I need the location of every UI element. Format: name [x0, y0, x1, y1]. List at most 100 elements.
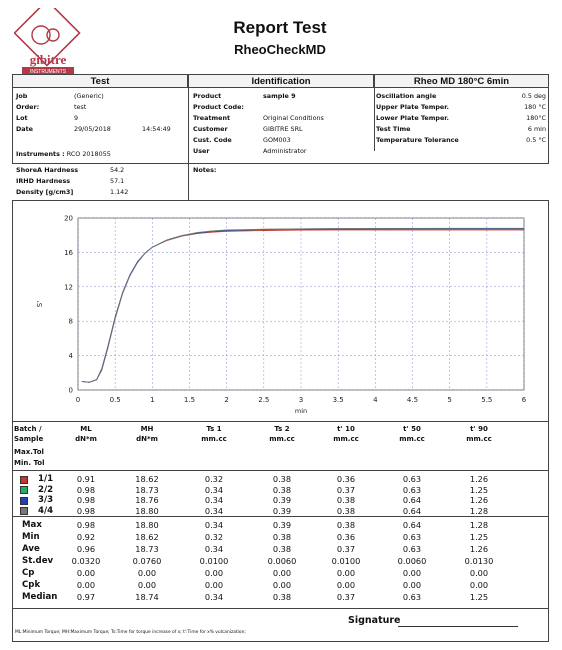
- report-title: Report Test: [233, 18, 327, 37]
- field-instruments: Instruments : RCO 2018055: [16, 150, 111, 158]
- batch-label: 2/2: [38, 484, 54, 495]
- table-cell: 0.00: [402, 568, 422, 578]
- column-header: t' 50 mm.cc: [399, 425, 425, 443]
- x-tick-label: 3: [299, 396, 303, 404]
- table-cell: 0.36: [336, 474, 356, 484]
- series-swatch: [20, 507, 28, 515]
- table-cell: 18.62: [135, 532, 159, 542]
- stat-label: Cpk: [22, 580, 41, 590]
- maxtol-label: Max.Tol: [14, 448, 44, 456]
- table-cell: 0.00: [336, 568, 356, 578]
- table-cell: 0.0060: [397, 556, 427, 566]
- table-cell: 1.28: [469, 520, 489, 530]
- table-cell: 0.38: [336, 495, 356, 505]
- table-cell: 0.38: [336, 520, 356, 530]
- table-cell: 1.26: [469, 474, 489, 484]
- gibitre-logo: gibitre INSTRUMENTS: [14, 8, 81, 75]
- column-header: Ts 1 mm.cc: [201, 425, 227, 443]
- column-header: ML dN*m: [75, 425, 97, 443]
- table-cell: 0.64: [402, 495, 422, 505]
- table-cell: 0.0100: [199, 556, 229, 566]
- table-cell: 0.98: [76, 484, 96, 495]
- table-cell: 0.98: [76, 520, 96, 530]
- stat-label: Min: [22, 532, 40, 542]
- table-cell: 0.0760: [132, 556, 162, 566]
- x-tick-label: 5: [447, 396, 451, 404]
- x-tick-label: 2: [224, 396, 228, 404]
- table-cell: 0.0100: [331, 556, 361, 566]
- report-subtitle: RheoCheckMD: [234, 42, 326, 57]
- notes-label: Notes:: [193, 166, 217, 174]
- y-axis-label: S': [36, 301, 44, 307]
- y-tick-label: 20: [64, 215, 73, 223]
- table-cell: 0.63: [402, 474, 422, 484]
- signature-line: [398, 626, 518, 627]
- table-cell: 0.34: [204, 544, 224, 554]
- table-cell: 0.34: [204, 505, 224, 516]
- table-cell: 0.63: [402, 544, 422, 554]
- x-tick-label: 4: [373, 396, 378, 404]
- rheometer-chart: 0 0.5 1 1.5 2 2.5 3 3.5 4 4.5 5 5.5 6 0 4 8 12 16 20 min S': [36, 215, 527, 416]
- table-cell: 0.38: [272, 544, 292, 554]
- table-cell: 0.38: [272, 592, 292, 602]
- test-fields: Job (Generic) Order: test Lot 9 Date 29/05/2…: [16, 91, 171, 135]
- x-tick-label: 2.5: [258, 396, 269, 404]
- table-cell: 0.63: [402, 592, 422, 602]
- table-cell: 0.98: [76, 505, 96, 516]
- table-cell: 1.26: [469, 544, 489, 554]
- section-test-header: Test: [12, 74, 188, 88]
- table-cell: 0.00: [469, 568, 489, 578]
- batch-header: Batch / Sample: [14, 425, 44, 443]
- signature-label: Signature: [348, 615, 401, 626]
- table-cell: 0.39: [272, 505, 292, 516]
- stat-label: St.dev: [22, 556, 54, 566]
- footer-panel: [12, 608, 549, 642]
- divider: [12, 470, 549, 471]
- table-cell: 1.25: [469, 592, 489, 602]
- series-swatch: [20, 486, 28, 494]
- x-tick-label: 1: [150, 396, 154, 404]
- column-header: MH dN*m: [136, 425, 158, 443]
- table-cell: 0.38: [272, 484, 292, 495]
- table-cell: 18.73: [135, 484, 159, 495]
- table-cell: 1.25: [469, 484, 489, 495]
- stat-label: Ave: [22, 544, 40, 554]
- table-cell: 0.00: [76, 568, 96, 578]
- y-tick-label: 12: [64, 283, 73, 291]
- x-tick-label: 5.5: [481, 396, 492, 404]
- table-cell: 1.26: [469, 495, 489, 505]
- table-cell: 0.0130: [464, 556, 494, 566]
- rheo-fields: Oscillation angle 0.5 deg Upper Plate Tem…: [376, 92, 546, 144]
- table-cell: 0.00: [402, 580, 422, 590]
- stat-label: Max: [22, 520, 42, 530]
- table-cell: 0.96: [76, 544, 96, 554]
- table-cell: 0.00: [272, 580, 292, 590]
- x-tick-label: 0: [76, 396, 80, 404]
- table-cell: 0.63: [402, 484, 422, 495]
- y-tick-label: 4: [69, 352, 74, 360]
- mintol-label: Min. Tol: [14, 459, 45, 467]
- section-identification-header: Identification: [188, 74, 374, 88]
- section-rheo-header: Rheo MD 180°C 6min: [374, 74, 549, 88]
- footnote: ML:Minimum Torque; MH:Maximum Torque; Ts…: [15, 630, 246, 635]
- hardness-fields: ShoreA Hardness 54.2 IRHD Hardness 57.1 De…: [16, 166, 129, 196]
- table-cell: 0.91: [76, 474, 96, 484]
- batch-label: 1/1: [38, 474, 54, 484]
- table-cell: 0.98: [76, 495, 96, 505]
- y-tick-label: 0: [69, 387, 73, 395]
- column-header: t' 90 mm.cc: [466, 425, 492, 443]
- table-cell: 0.00: [469, 580, 489, 590]
- series-swatch: [20, 496, 28, 505]
- field-date: Date 29/05/2018 14:54:49: [16, 125, 171, 133]
- batch-label: 4/4: [38, 505, 54, 516]
- table-cell: 0.32: [204, 474, 224, 484]
- table-cell: 0.00: [137, 568, 157, 578]
- divider: [12, 163, 549, 164]
- divider: [374, 88, 375, 151]
- table-cell: 0.34: [204, 484, 224, 495]
- series-line: [81, 227, 524, 383]
- stat-label: Cp: [22, 568, 35, 578]
- table-cell: 18.62: [135, 474, 159, 484]
- identification-fields: Product sample 9 Product Code: Treatment O…: [193, 92, 324, 155]
- x-tick-label: 4.5: [407, 396, 418, 404]
